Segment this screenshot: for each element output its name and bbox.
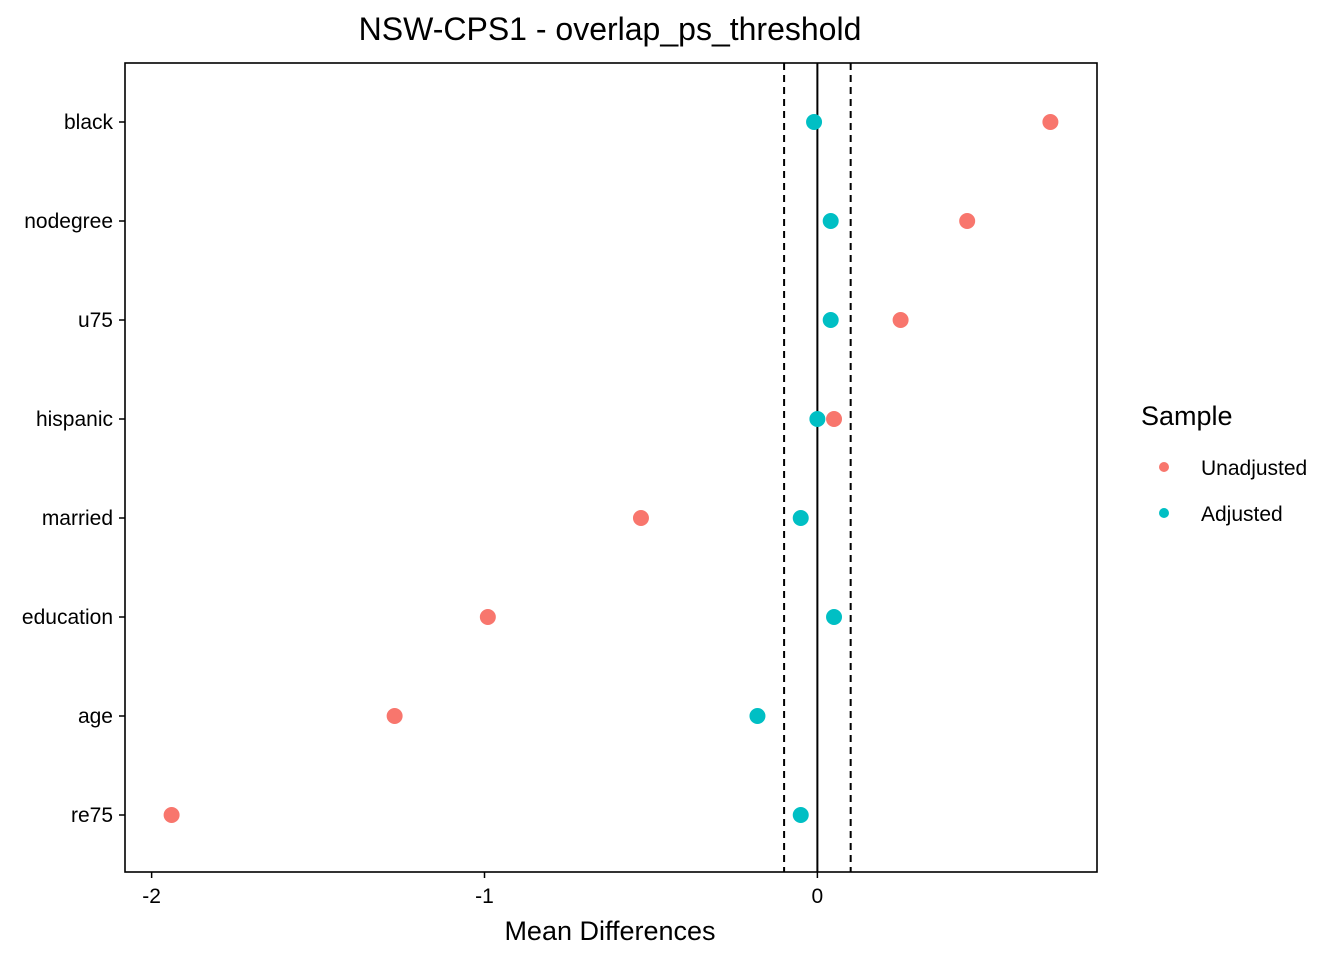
point-unadjusted-hispanic bbox=[826, 411, 843, 427]
point-adjusted-married bbox=[792, 510, 809, 526]
point-unadjusted-married bbox=[632, 510, 649, 526]
point-unadjusted-nodegree bbox=[959, 213, 976, 229]
y-tick-label: nodegree bbox=[24, 210, 113, 233]
x-tick-label: -2 bbox=[142, 885, 161, 908]
point-adjusted-black bbox=[806, 114, 823, 130]
reference-lines bbox=[783, 63, 852, 872]
y-tick-label: black bbox=[64, 111, 114, 134]
y-axis: black nodegree u75 hispanic married education… bbox=[22, 111, 125, 827]
point-adjusted-nodegree bbox=[822, 213, 839, 229]
y-tick-label: age bbox=[78, 705, 113, 728]
x-tick-label: 0 bbox=[812, 885, 824, 908]
point-unadjusted-age bbox=[386, 708, 403, 724]
legend: Sample Unadjusted Adjusted bbox=[1141, 401, 1307, 526]
data-points bbox=[163, 114, 1059, 823]
y-tick-label: married bbox=[42, 507, 113, 530]
y-tick-label: u75 bbox=[78, 309, 113, 332]
point-adjusted-re75 bbox=[792, 807, 809, 823]
plot-panel bbox=[124, 62, 1098, 873]
legend-key-adjusted bbox=[1159, 508, 1169, 518]
point-unadjusted-u75 bbox=[892, 312, 909, 328]
point-unadjusted-black bbox=[1042, 114, 1059, 130]
y-tick-label: re75 bbox=[71, 804, 113, 827]
x-tick-label: -1 bbox=[475, 885, 494, 908]
chart-title: NSW-CPS1 - overlap_ps_threshold bbox=[359, 11, 862, 47]
point-adjusted-age bbox=[749, 708, 766, 724]
point-adjusted-hispanic bbox=[809, 411, 826, 427]
point-unadjusted-education bbox=[479, 609, 496, 625]
point-adjusted-education bbox=[826, 609, 843, 625]
legend-key-unadjusted bbox=[1159, 462, 1169, 472]
point-unadjusted-re75 bbox=[163, 807, 180, 823]
y-tick-label: education bbox=[22, 606, 113, 629]
legend-label-unadjusted: Unadjusted bbox=[1201, 457, 1307, 480]
point-adjusted-u75 bbox=[822, 312, 839, 328]
legend-label-adjusted: Adjusted bbox=[1201, 503, 1283, 526]
y-tick-label: hispanic bbox=[36, 408, 113, 431]
x-axis-label: Mean Differences bbox=[504, 916, 715, 946]
x-axis: -2 -1 0 bbox=[142, 872, 823, 908]
legend-title: Sample bbox=[1141, 401, 1233, 431]
